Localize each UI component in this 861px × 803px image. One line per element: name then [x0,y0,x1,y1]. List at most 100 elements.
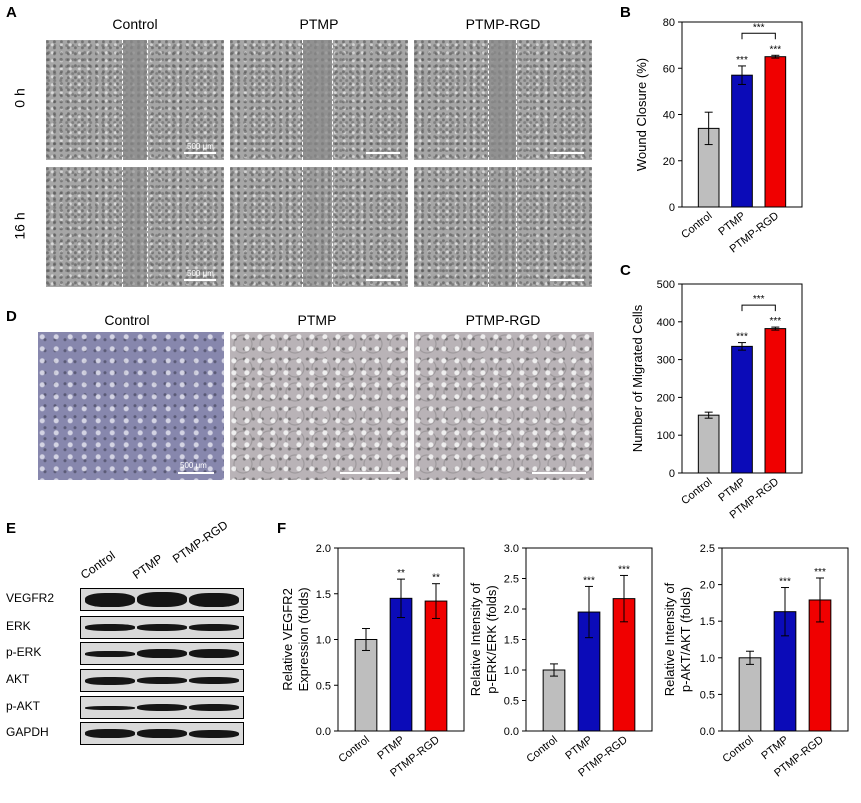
significance-label: *** [769,44,781,55]
scale-bar [366,279,400,281]
y-tick-label: 1.0 [700,653,715,665]
blot-strip-gapdh [80,722,244,745]
y-tick-label: 1.0 [316,635,331,647]
y-tick-label: 300 [657,355,675,367]
y-tick-label: 2.0 [700,580,715,592]
y-tick-label: 0.5 [316,680,331,692]
y-axis-label: Relative Intensity of [662,582,677,696]
wound-image-ptmp-rgd-16h [414,167,592,287]
blot-label-erk: ERK [6,619,31,633]
blot-strip-akt [80,669,244,692]
lane-label-ptmp: PTMP [129,551,166,582]
blot-band [85,650,135,657]
y-tick-label: 400 [657,317,675,329]
wound-image-control-16h: 500 μm [46,167,224,287]
comparison-bracket [741,32,776,40]
bar-ptmp [389,597,413,732]
bar-control [738,657,762,732]
scale-bar-label: 500 μm [180,461,207,470]
wound-image-control-0h: 500 μm [46,40,224,160]
y-tick-label: 3.0 [504,543,519,555]
scale-bar [550,279,584,281]
y-tick-label: 80 [663,17,675,29]
scale-bar [340,472,400,474]
chart-migrated-cells: 0 100 200 300 400 500 Number of Migrated Cells… [630,279,803,521]
scale-bar [178,472,214,474]
blot-band [137,729,187,738]
significance-label: ** [397,568,405,579]
category-label: Control [679,210,714,241]
y-tick-label: 40 [663,110,675,122]
y-tick-label: 0.5 [504,696,519,708]
blot-band [85,592,135,607]
y-axis-label: Wound Closure (%) [634,58,649,171]
blot-strip-p-akt [80,696,244,719]
blot-band [189,677,239,684]
bracket-significance-label: *** [753,294,765,305]
bracket-significance-label: *** [753,22,765,33]
scale-bar [532,472,586,474]
scale-bar [550,152,584,154]
panel-letter-b: B [620,4,631,21]
tube-image-ptmp-rgd [414,332,594,480]
wound-col-label-ptmp-rgd: PTMP-RGD [465,16,541,32]
blot-band [85,705,135,710]
y-axis-label: p-AKT/AKT (folds) [678,587,693,692]
blot-band [137,704,187,711]
y-tick-label: 2.5 [504,574,519,586]
wound-image-ptmp-16h [230,167,408,287]
y-tick-label: 60 [663,63,675,75]
panel-letter-e: E [6,520,17,537]
y-tick-label: 1.0 [504,665,519,677]
chart-pakt: 0.0 0.5 1.0 1.5 2.0 2.5 Relative Intensity of p… [662,543,849,779]
y-axis-label: Number of Migrated Cells [630,304,645,452]
y-tick-label: 1.5 [700,616,715,628]
y-tick-label: 2.0 [504,604,519,616]
blot-band [189,592,239,607]
scale-bar [366,152,400,154]
y-tick-label: 20 [663,156,675,168]
category-label: Control [721,734,756,765]
significance-label: *** [769,316,781,327]
blot-band [85,729,135,738]
blot-band [189,624,239,631]
y-tick-label: 0.0 [700,726,715,738]
y-tick-label: 2.0 [316,543,331,555]
y-tick-label: 2.5 [700,543,715,555]
category-label: Control [337,734,372,765]
panel-letter-a: A [6,4,17,21]
bar-ptmp-rgd [424,600,448,732]
significance-label: *** [583,575,595,586]
bar-control [697,414,720,474]
tube-image-control: 500 μm [38,332,224,480]
y-tick-label: 0 [669,468,675,480]
wound-col-label-control: Control [112,16,158,32]
blot-band [137,592,187,607]
blot-label-gapdh: GAPDH [6,725,49,739]
chart-vegfr2: 0.0 0.5 1.0 1.5 2.0 Relative VEGFR2 Expression… [280,543,465,779]
tube-col-label-ptmp: PTMP [297,312,337,328]
tube-col-label-ptmp-rgd: PTMP-RGD [465,312,541,328]
blot-strip-erk [80,616,244,639]
y-tick-label: 1.5 [316,589,331,601]
significance-label: *** [736,332,748,343]
blot-label-p-erk: p-ERK [6,645,42,659]
comparison-bracket [741,304,776,312]
lane-label-ptmp-rgd: PTMP-RGD [169,517,231,566]
significance-label: *** [814,567,826,578]
blot-label-akt: AKT [6,672,30,686]
significance-label: ** [432,573,440,584]
blot-band [85,676,135,685]
y-axis-label: p-ERK/ERK (folds) [484,585,499,693]
wound-image-ptmp-rgd-0h [414,40,592,160]
category-label: Control [679,476,714,507]
blot-band [137,649,187,658]
blot-band [189,704,239,711]
y-tick-label: 100 [657,430,675,442]
wound-row-label-16h: 16 h [11,212,28,240]
significance-label: *** [736,55,748,66]
panel-letter-c: C [620,262,631,279]
panel-letter-d: D [6,308,17,325]
blot-label-p-akt: p-AKT [6,699,41,713]
y-tick-label: 500 [657,279,675,291]
